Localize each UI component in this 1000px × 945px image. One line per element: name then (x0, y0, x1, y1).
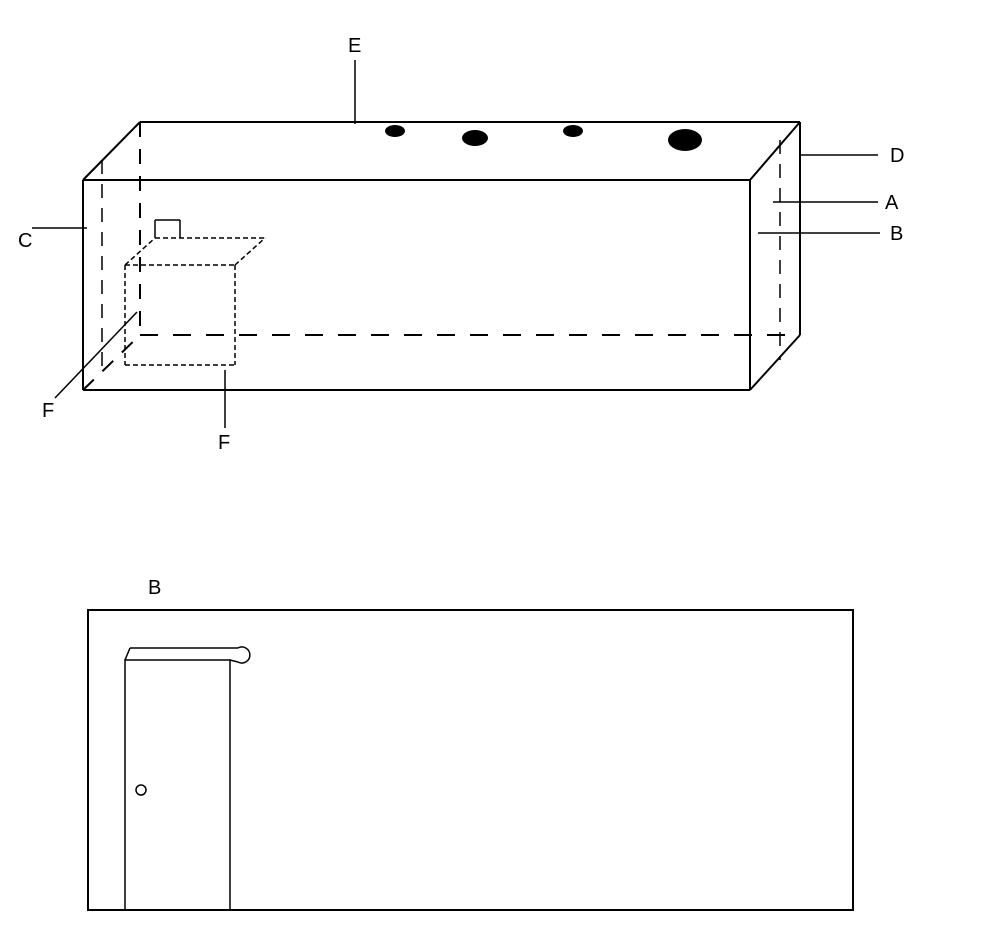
hole-2 (462, 130, 488, 146)
awning-left (125, 648, 130, 660)
small-box-top-right-diag (235, 238, 265, 265)
hole-3 (563, 125, 583, 137)
label-b: B (890, 223, 903, 246)
label-b-bottom: B (148, 577, 161, 600)
hole-1 (385, 125, 405, 137)
label-f-left: F (42, 400, 54, 423)
awning-roll (238, 647, 250, 663)
door-handle (136, 785, 146, 795)
hole-4 (668, 129, 702, 151)
box-top-right-diag (750, 122, 800, 180)
label-c: C (18, 230, 32, 253)
technical-diagram (0, 0, 1000, 945)
box-bottom-left-diag (83, 335, 140, 390)
label-f-bottom: F (218, 432, 230, 455)
label-a: A (885, 192, 898, 215)
awning-right-bottom (230, 660, 238, 662)
label-d: D (890, 145, 904, 168)
box-bottom-right-diag (750, 335, 800, 390)
label-e: E (348, 35, 361, 58)
box-top-left-diag (83, 122, 140, 180)
bottom-box (88, 610, 853, 910)
